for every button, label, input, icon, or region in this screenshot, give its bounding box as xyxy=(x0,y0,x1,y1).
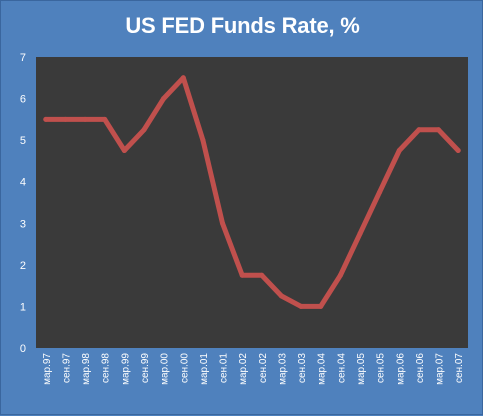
x-tick-label: мар.98 xyxy=(81,353,92,385)
data-point xyxy=(278,293,284,299)
y-tick-label: 4 xyxy=(20,177,26,189)
y-tick-label: 5 xyxy=(20,135,26,147)
x-tick-label: сен.04 xyxy=(336,353,347,383)
y-tick-label: 6 xyxy=(20,94,26,106)
y-tick-label: 0 xyxy=(20,343,26,355)
data-point xyxy=(357,231,363,237)
y-tick-label: 2 xyxy=(20,260,26,272)
x-tick-label: мар.06 xyxy=(395,353,406,385)
x-tick-label: мар.00 xyxy=(160,353,171,385)
x-tick-label: сен.99 xyxy=(140,353,151,383)
data-point xyxy=(455,148,461,154)
x-tick-label: мар.03 xyxy=(277,353,288,385)
x-tick-label: сен.02 xyxy=(258,353,269,383)
data-point xyxy=(62,116,68,122)
data-point xyxy=(121,148,127,154)
x-tick-label: сен.03 xyxy=(297,353,308,383)
x-tick-label: мар.01 xyxy=(199,353,210,385)
plot-area xyxy=(36,57,468,348)
data-point xyxy=(416,127,422,133)
x-tick-label: мар.07 xyxy=(435,353,446,385)
data-point xyxy=(436,127,442,133)
x-tick-label: сен.07 xyxy=(454,353,465,383)
data-point xyxy=(102,116,108,122)
x-tick-label: сен.00 xyxy=(179,353,190,383)
x-tick-label: мар.02 xyxy=(238,353,249,385)
y-axis: 0 1 2 3 4 5 6 7 xyxy=(20,52,26,355)
data-point xyxy=(396,148,402,154)
x-tick-label: сен.01 xyxy=(219,353,230,383)
x-tick-label: сен.98 xyxy=(101,353,112,383)
y-tick-label: 1 xyxy=(20,301,26,313)
x-tick-label: мар.05 xyxy=(356,353,367,385)
chart-title: US FED Funds Rate, % xyxy=(125,13,360,38)
data-point xyxy=(259,272,265,278)
data-point xyxy=(377,189,383,195)
x-axis: мар.97 сен.97 мар.98 сен.98 мар.99 сен.99 мар.… xyxy=(42,353,465,385)
x-tick-label: мар.04 xyxy=(317,353,328,385)
data-point xyxy=(141,127,147,133)
y-tick-label: 7 xyxy=(20,52,26,64)
data-point xyxy=(298,303,304,309)
series-line xyxy=(43,75,461,309)
data-point xyxy=(82,116,88,122)
data-point xyxy=(200,137,206,143)
data-point xyxy=(337,272,343,278)
x-tick-label: сен.06 xyxy=(415,353,426,383)
data-point xyxy=(43,116,49,122)
data-point xyxy=(220,220,226,226)
data-point xyxy=(239,272,245,278)
data-point xyxy=(318,303,324,309)
x-tick-label: сен.97 xyxy=(61,353,72,383)
x-tick-label: мар.99 xyxy=(120,353,131,385)
y-tick-label: 3 xyxy=(20,218,26,230)
data-point xyxy=(180,75,186,81)
data-point xyxy=(161,96,167,102)
series-layer xyxy=(43,75,461,309)
x-tick-label: мар.97 xyxy=(42,353,53,385)
x-tick-label: сен.05 xyxy=(376,353,387,383)
